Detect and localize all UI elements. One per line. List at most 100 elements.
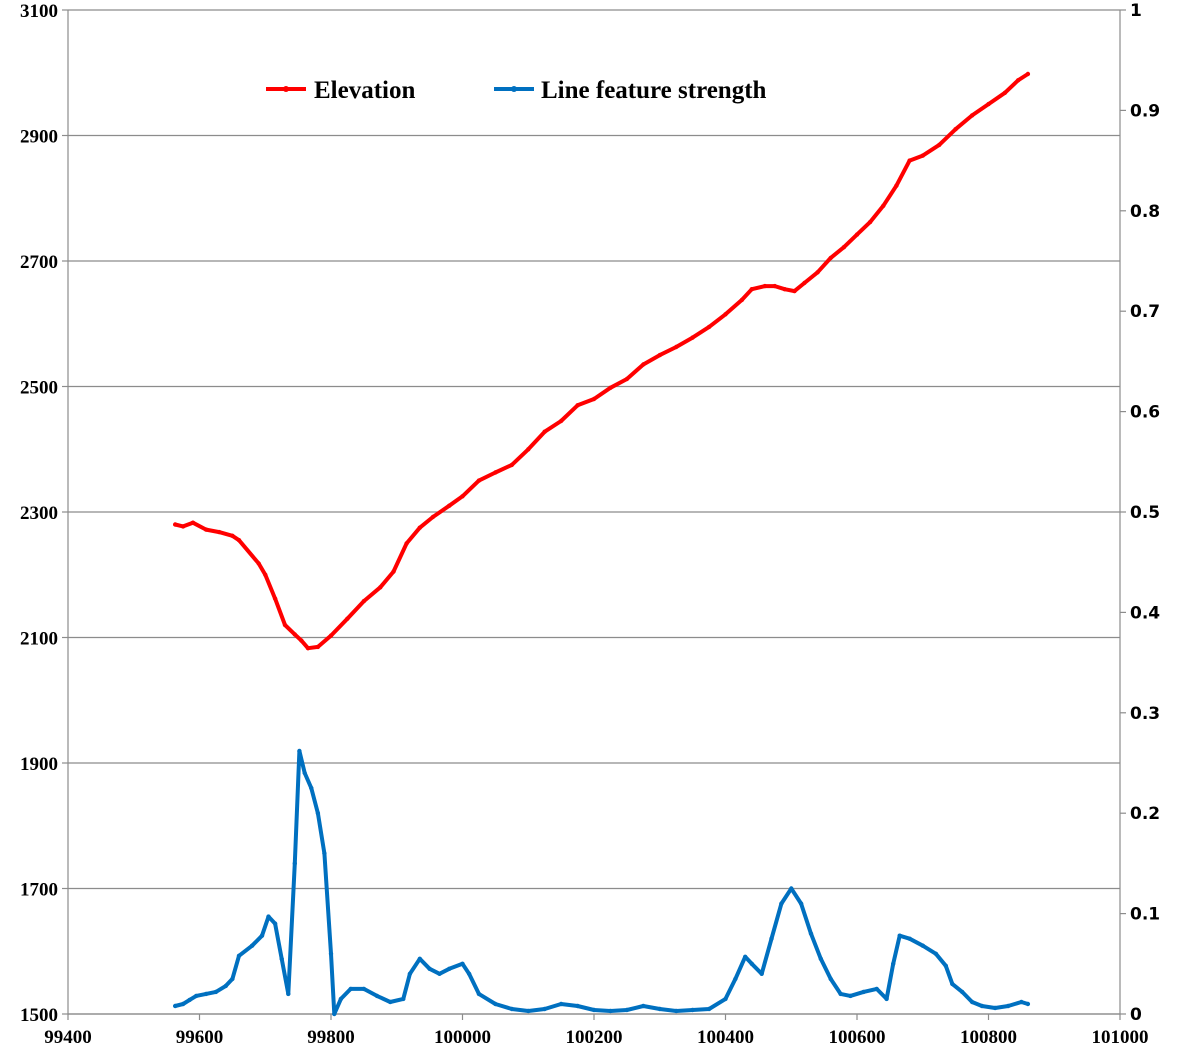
- data-point: [493, 1001, 498, 1007]
- x-tick-label: 100400: [697, 1027, 754, 1048]
- data-point: [315, 644, 321, 650]
- data-point: [217, 529, 222, 535]
- data-point: [933, 951, 939, 956]
- series-line-line-feature-strength: [173, 749, 1030, 1016]
- right-tick-label: 0.7: [1130, 302, 1160, 322]
- data-point: [272, 596, 278, 601]
- data-point: [969, 999, 975, 1005]
- data-point: [591, 1007, 597, 1013]
- data-point: [297, 748, 302, 754]
- data-point: [328, 951, 334, 956]
- data-point: [361, 986, 367, 992]
- left-tick-label: 1500: [20, 1005, 58, 1026]
- data-point: [1002, 90, 1008, 96]
- x-tick-label: 99600: [176, 1027, 224, 1048]
- legend-label: Line feature strength: [541, 77, 767, 104]
- data-point: [608, 385, 613, 390]
- data-point: [838, 991, 843, 997]
- x-tick-label: 101000: [1092, 1027, 1149, 1048]
- data-point: [986, 101, 991, 107]
- data-point: [427, 966, 432, 971]
- right-tick-label: 0.3: [1130, 704, 1160, 724]
- data-point: [407, 971, 413, 976]
- data-point: [950, 981, 955, 987]
- data-point: [828, 255, 833, 261]
- x-tick-label: 100200: [566, 1027, 623, 1048]
- right-tick-label: 0.1: [1130, 905, 1160, 925]
- data-point: [256, 561, 261, 566]
- data-point: [203, 991, 209, 997]
- data-point: [769, 936, 774, 941]
- data-point: [641, 362, 646, 367]
- data-point: [920, 943, 925, 948]
- data-point: [391, 569, 396, 574]
- data-point: [187, 997, 192, 1003]
- data-point: [815, 270, 820, 275]
- data-point: [907, 158, 912, 163]
- data-point: [937, 142, 942, 148]
- data-point: [743, 954, 748, 959]
- data-point: [173, 522, 178, 527]
- data-point: [739, 297, 745, 303]
- data-point: [749, 287, 754, 292]
- data-point: [779, 901, 784, 906]
- data-point: [249, 943, 255, 948]
- data-point: [608, 1008, 613, 1014]
- legend-marker: [511, 86, 517, 92]
- data-point: [203, 527, 209, 532]
- data-point: [348, 986, 353, 992]
- data-point: [259, 933, 265, 938]
- data-point: [861, 989, 866, 995]
- data-point: [292, 632, 297, 637]
- data-point: [690, 335, 695, 340]
- data-point: [733, 976, 738, 982]
- x-tick-label: 100800: [960, 1027, 1017, 1048]
- data-point: [1025, 1001, 1031, 1007]
- data-point: [1025, 71, 1031, 77]
- x-axis-ticks: 99400 99600 99800 100000 100200 100400 100600 1…: [44, 1014, 1149, 1048]
- data-point: [361, 598, 367, 604]
- data-point: [305, 646, 311, 651]
- data-point: [236, 538, 242, 543]
- data-point: [509, 462, 514, 468]
- data-point: [907, 936, 912, 941]
- data-point: [848, 993, 853, 999]
- data-point: [891, 961, 896, 966]
- data-point: [789, 886, 794, 891]
- data-point: [802, 280, 807, 286]
- data-point: [706, 324, 712, 330]
- data-point: [230, 533, 235, 538]
- legend: Elevation Line feature strength: [266, 77, 767, 104]
- left-tick-label: 2700: [20, 252, 58, 273]
- data-point: [279, 956, 284, 961]
- data-point: [401, 996, 406, 1002]
- data-point: [674, 344, 679, 350]
- right-tick-label: 0.5: [1130, 503, 1160, 523]
- data-point: [417, 956, 422, 961]
- data-point: [792, 288, 797, 294]
- data-point: [575, 1003, 580, 1009]
- data-point: [591, 396, 597, 402]
- data-point: [723, 312, 728, 317]
- data-point: [236, 953, 242, 958]
- data-point: [818, 956, 823, 961]
- data-point: [322, 851, 327, 856]
- data-point: [782, 287, 787, 292]
- data-point: [315, 811, 321, 816]
- data-point: [476, 478, 482, 483]
- right-tick-label: 0.4: [1130, 603, 1160, 623]
- series-line-elevation: [173, 72, 1030, 651]
- right-tick-label: 0.6: [1130, 403, 1160, 423]
- data-point: [460, 961, 465, 966]
- data-point: [542, 429, 547, 434]
- data-point: [526, 1008, 531, 1014]
- data-point: [332, 1011, 337, 1017]
- data-point: [345, 616, 350, 621]
- data-point: [378, 585, 383, 590]
- left-tick-label: 2300: [20, 503, 58, 524]
- data-point: [309, 785, 314, 791]
- data-point: [953, 127, 958, 132]
- data-point: [867, 219, 873, 225]
- data-point: [798, 901, 804, 906]
